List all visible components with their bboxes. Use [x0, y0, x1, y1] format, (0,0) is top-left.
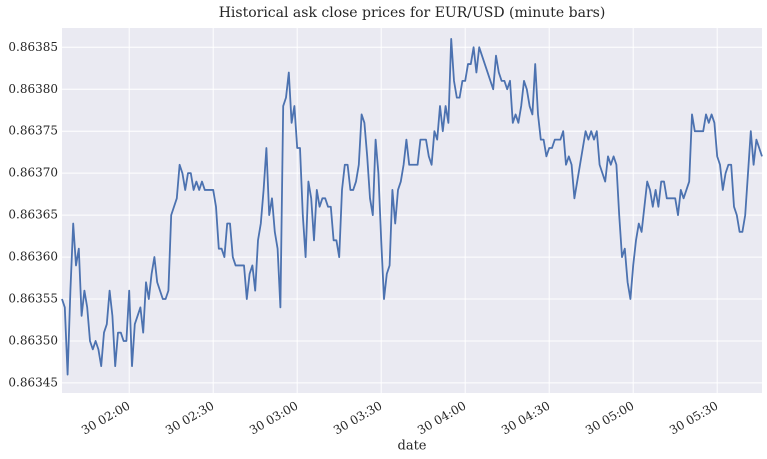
y-tick-label: 0.86360: [8, 250, 58, 264]
x-axis-label: date: [398, 439, 427, 454]
y-tick-label: 0.86375: [8, 124, 58, 138]
price-line: [61, 38, 763, 376]
x-tick-label: 30 05:00: [583, 399, 636, 438]
x-tick-label: 30 04:30: [499, 399, 552, 438]
chart-title: Historical ask close prices for EUR/USD …: [219, 5, 606, 21]
y-tick-label: 0.86345: [8, 375, 58, 389]
plot-area: [62, 28, 762, 393]
x-tick-label: 30 03:30: [331, 399, 384, 438]
y-tick-label: 0.86355: [8, 292, 58, 306]
y-tick-label: 0.86385: [8, 40, 58, 54]
x-tick-label: 30 02:00: [79, 399, 132, 438]
y-tick-label: 0.86365: [8, 208, 58, 222]
x-tick-label: 30 05:30: [667, 399, 720, 438]
x-tick-label: 30 02:30: [163, 399, 216, 438]
x-tick-label: 30 03:00: [247, 399, 300, 438]
y-tick-label: 0.86350: [8, 333, 58, 347]
x-tick-label: 30 04:00: [415, 399, 468, 438]
y-tick-label: 0.86380: [8, 82, 58, 96]
y-tick-label: 0.86370: [8, 166, 58, 180]
